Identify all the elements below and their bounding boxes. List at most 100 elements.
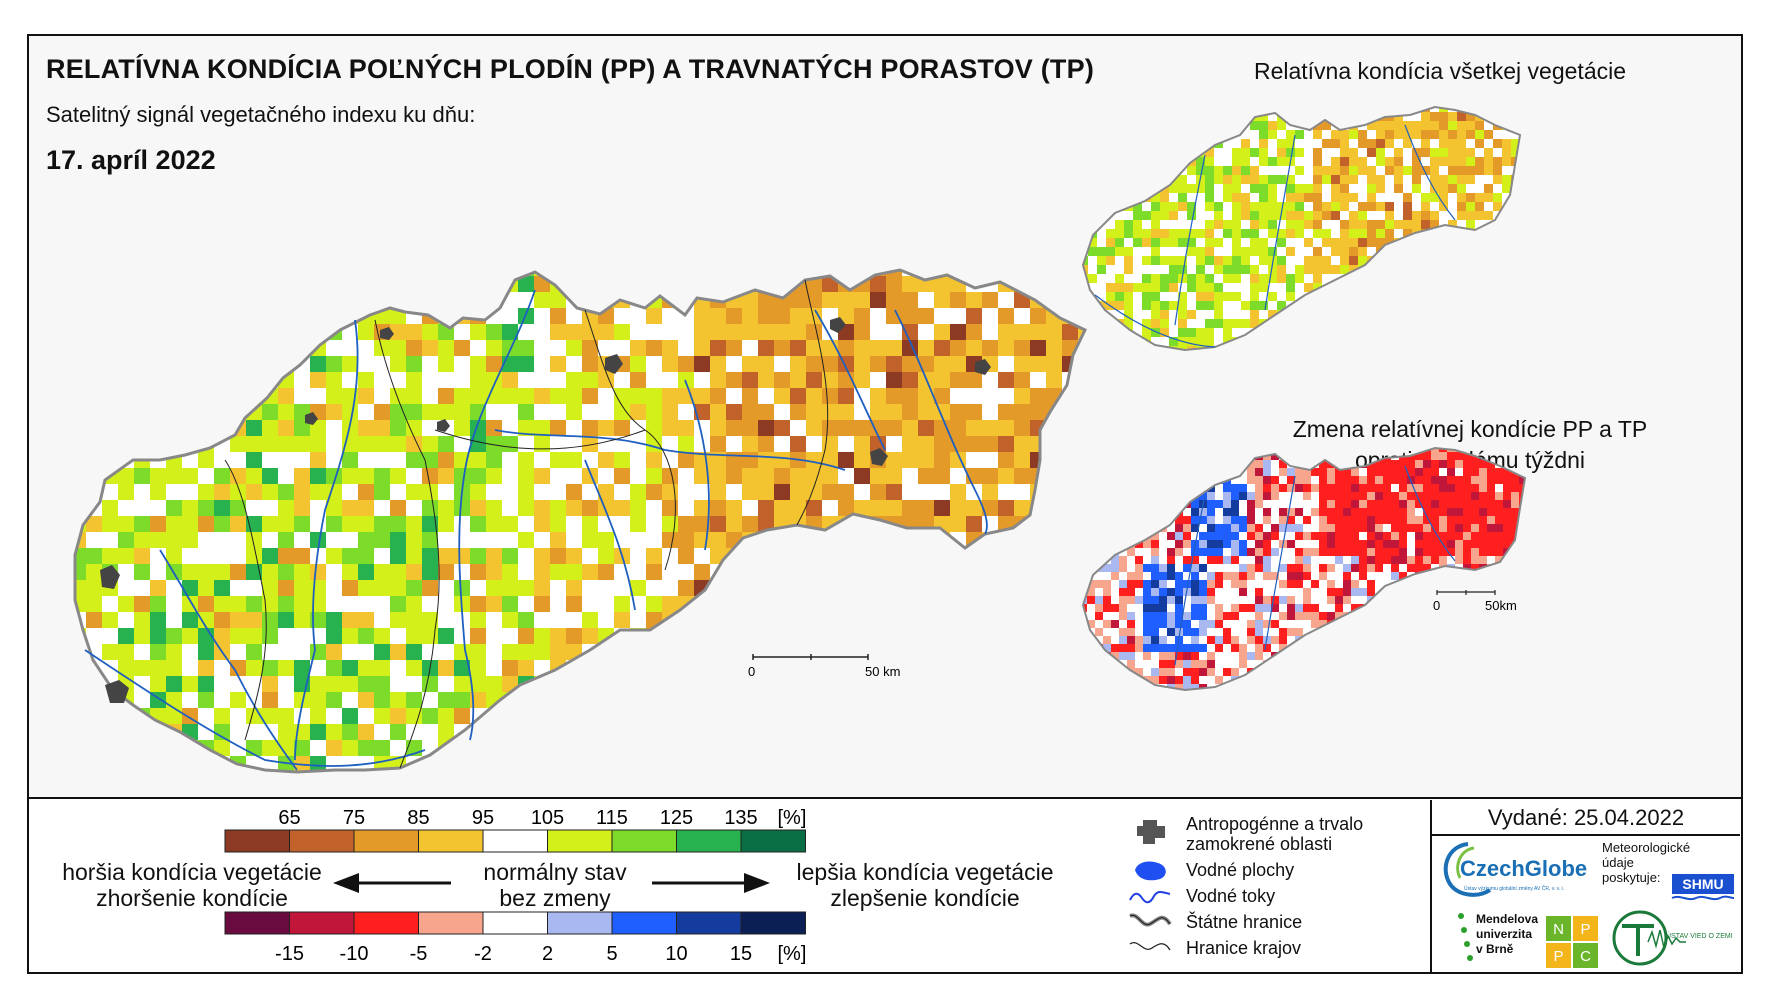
map-cell xyxy=(342,452,358,468)
map-cell xyxy=(1215,604,1223,612)
map-cell xyxy=(1169,220,1178,229)
map-cell xyxy=(198,404,214,420)
map-cell xyxy=(966,628,982,644)
map-cell xyxy=(1241,292,1250,301)
map-cell xyxy=(1295,500,1303,508)
map-cell xyxy=(1394,148,1403,157)
map-cell xyxy=(1385,301,1394,310)
map-cell xyxy=(230,516,246,532)
map-cell xyxy=(1250,301,1259,310)
map-cell xyxy=(1304,193,1313,202)
map-cell xyxy=(1271,628,1279,636)
map-cell xyxy=(1083,107,1088,112)
map-cell xyxy=(1349,211,1358,220)
map-cell xyxy=(806,548,822,564)
map-cell xyxy=(1394,229,1403,238)
map-cell xyxy=(134,740,150,756)
map-cell xyxy=(1214,220,1223,229)
map-cell xyxy=(838,452,854,468)
map-cell xyxy=(230,388,246,404)
map-cell xyxy=(582,500,598,516)
map-cell xyxy=(1187,247,1196,256)
map-cell xyxy=(534,436,550,452)
map-cell xyxy=(1385,247,1394,256)
map-cell xyxy=(1475,319,1484,328)
map-cell xyxy=(1215,532,1223,540)
map-cell xyxy=(166,644,182,660)
map-cell xyxy=(86,628,102,644)
map-cell xyxy=(822,420,838,436)
map-cell xyxy=(1111,448,1119,452)
map-cell xyxy=(1479,556,1487,564)
map-cell xyxy=(1367,107,1376,112)
map-cell xyxy=(1358,319,1367,328)
map-cell xyxy=(1247,620,1255,628)
map-cell xyxy=(1511,636,1519,644)
map-cell xyxy=(118,324,134,340)
map-cell xyxy=(1247,492,1255,500)
map-cell xyxy=(1014,548,1030,564)
map-cell xyxy=(1088,319,1097,328)
map-cell xyxy=(1423,532,1431,540)
map-cell xyxy=(1423,580,1431,588)
map-cell xyxy=(182,420,198,436)
map-cell xyxy=(358,404,374,420)
map-cell xyxy=(1286,256,1295,265)
map-cell xyxy=(1343,492,1351,500)
map-cell xyxy=(1287,508,1295,516)
map-cell xyxy=(1319,508,1327,516)
map-cell xyxy=(342,740,358,756)
map-cell xyxy=(1133,175,1142,184)
map-cell xyxy=(1375,484,1383,492)
map-cell xyxy=(1183,604,1191,612)
map-cell xyxy=(1511,580,1519,588)
map-cell xyxy=(1133,166,1142,175)
map-cell xyxy=(614,756,630,772)
map-cell xyxy=(326,612,342,628)
map-cell xyxy=(1151,283,1160,292)
map-cell xyxy=(934,580,950,596)
map-cell xyxy=(1415,588,1423,596)
map-cell xyxy=(1247,468,1255,476)
map-cell xyxy=(118,660,134,676)
map-cell xyxy=(1423,492,1431,500)
map-cell xyxy=(598,270,614,276)
map-cell xyxy=(1239,516,1247,524)
map-cell xyxy=(918,516,934,532)
map-cell xyxy=(1279,596,1287,604)
map-cell xyxy=(1495,564,1503,572)
map-cell xyxy=(598,532,614,548)
map-cell xyxy=(1367,476,1375,484)
map-cell xyxy=(1196,256,1205,265)
map-cell xyxy=(1313,184,1322,193)
map-cell xyxy=(374,708,390,724)
map-cell xyxy=(1322,157,1331,166)
map-cell xyxy=(1331,229,1340,238)
map-cell xyxy=(1431,484,1439,492)
map-cell xyxy=(1430,346,1439,350)
map-cell xyxy=(1495,484,1503,492)
map-cell xyxy=(614,340,630,356)
map-cell xyxy=(1030,580,1046,596)
map-cell xyxy=(1133,274,1142,283)
map-cell xyxy=(75,660,86,676)
map-cell xyxy=(1439,492,1447,500)
map-cell xyxy=(1343,452,1351,460)
map-cell xyxy=(1268,139,1277,148)
main-scale-bar: 0 50 km xyxy=(748,654,900,679)
map-cell xyxy=(726,612,742,628)
map-cell xyxy=(1046,612,1062,628)
map-cell xyxy=(1447,572,1455,580)
map-cell xyxy=(1311,484,1319,492)
map-cell xyxy=(118,644,134,660)
map-cell xyxy=(134,596,150,612)
map-cell xyxy=(1439,628,1447,636)
map-cell xyxy=(1487,524,1495,532)
map-cell xyxy=(214,500,230,516)
map-cell xyxy=(726,340,742,356)
map-cell xyxy=(438,452,454,468)
map-cell xyxy=(1287,540,1295,548)
map-cell xyxy=(1403,292,1412,301)
map-cell xyxy=(1394,184,1403,193)
map-cell xyxy=(1303,596,1311,604)
